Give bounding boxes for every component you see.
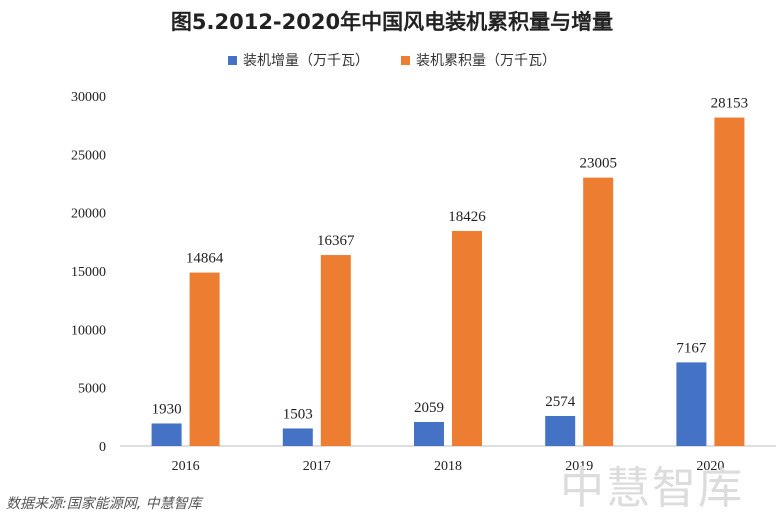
chart-title: 图5.2012-2020年中国风电装机累积量与增量 xyxy=(170,10,614,34)
legend: 装机增量（万千瓦） 装机累积量（万千瓦） xyxy=(0,50,784,70)
legend-item-increment: 装机增量（万千瓦） xyxy=(228,50,369,70)
bar-cumulative xyxy=(714,117,745,446)
bar-increment xyxy=(676,362,707,446)
data-label-increment: 2574 xyxy=(545,394,576,410)
legend-label-increment: 装机增量（万千瓦） xyxy=(243,53,369,69)
x-tick-label: 2019 xyxy=(565,459,593,474)
data-label-cumulative: 23005 xyxy=(579,156,617,172)
y-tick-label: 0 xyxy=(99,440,106,455)
bar-cumulative xyxy=(583,177,614,446)
legend-item-cumulative: 装机累积量（万千瓦） xyxy=(401,50,556,70)
bar-increment xyxy=(151,423,182,446)
y-tick-label: 20000 xyxy=(71,207,106,222)
x-tick-label: 2017 xyxy=(303,459,331,474)
y-tick-label: 25000 xyxy=(71,148,106,163)
legend-swatch-increment xyxy=(228,55,237,65)
data-label-increment: 1930 xyxy=(152,401,182,417)
bar-increment xyxy=(282,428,313,446)
bar-cumulative xyxy=(452,231,482,446)
bar-cumulative xyxy=(320,255,351,446)
data-label-cumulative: 16367 xyxy=(317,233,355,249)
y-tick-label: 5000 xyxy=(78,382,106,397)
bar-increment xyxy=(414,421,444,446)
data-label-increment: 7167 xyxy=(676,340,707,356)
bar-cumulative xyxy=(189,272,220,446)
legend-swatch-cumulative xyxy=(401,55,410,65)
x-tick-label: 2018 xyxy=(434,459,462,474)
y-tick-label: 10000 xyxy=(71,323,106,338)
source-note: 数据来源:国家能源网, 中慧智库 xyxy=(6,496,202,512)
bar-increment xyxy=(545,415,576,446)
y-tick-label: 15000 xyxy=(71,265,106,280)
legend-label-cumulative: 装机累积量（万千瓦） xyxy=(416,53,556,69)
y-tick-label: 30000 xyxy=(71,90,106,105)
watermark: 中慧智库 xyxy=(560,463,744,514)
data-label-increment: 1503 xyxy=(283,406,313,422)
data-label-increment: 2059 xyxy=(414,400,444,416)
x-tick-label: 2016 xyxy=(172,459,200,474)
data-label-cumulative: 28153 xyxy=(711,96,749,112)
data-label-cumulative: 18426 xyxy=(448,209,486,225)
x-tick-label: 2020 xyxy=(696,459,724,474)
data-label-cumulative: 14864 xyxy=(186,251,224,267)
